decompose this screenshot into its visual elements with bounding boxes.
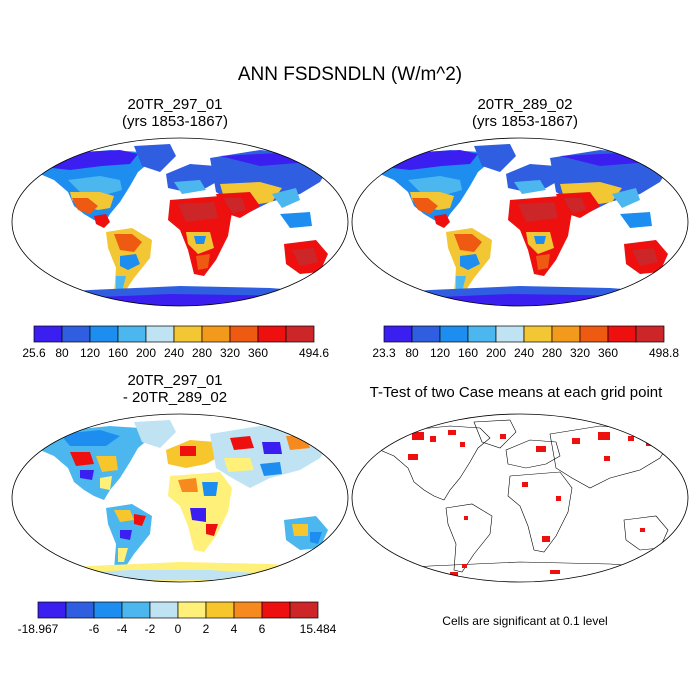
panel2-case-name: 20TR_289_02: [477, 96, 573, 113]
south-america-outline: [445, 503, 493, 573]
panel3-case-a: 20TR_297_01: [127, 372, 223, 389]
colorbar-2-label: 240: [514, 346, 534, 360]
colorbar-2-box: [411, 325, 441, 343]
antarctica-outline: [352, 561, 688, 573]
panel1-years: (yrs 1853-1867): [122, 113, 228, 130]
colorbar-3-label: 2: [203, 622, 210, 636]
colorbar-2-box: [467, 325, 497, 343]
colorbar-3-label: 15.484: [300, 622, 337, 636]
colorbar-3-box: [233, 601, 263, 619]
colorbar-3-box: [261, 601, 291, 619]
colorbar-2-box: [523, 325, 553, 343]
colorbar-1-label: 80: [55, 346, 69, 360]
panel3-title: 20TR_297_01 - 20TR_289_02: [40, 372, 310, 406]
colorbar-1-label: 240: [164, 346, 184, 360]
significance-note: Cells are significant at 0.1 level: [442, 614, 608, 628]
panel2-title: 20TR_289_02 (yrs 1853-1867): [390, 96, 660, 130]
asia-landmass: [210, 426, 330, 488]
colorbar-2-label: 160: [458, 346, 478, 360]
map-panel-1: [11, 137, 349, 307]
north-america-landmass: [40, 426, 150, 500]
colorbar-1-box: [33, 325, 63, 343]
colorbar-2-box: [383, 325, 413, 343]
panel1-case-name: 20TR_297_01: [127, 96, 223, 113]
colorbar-2-label: 200: [486, 346, 506, 360]
colorbar-3-box: [149, 601, 179, 619]
panel2-years: (yrs 1853-1867): [472, 113, 578, 130]
colorbar-3-label: -6: [89, 622, 100, 636]
colorbar-2-label: 120: [430, 346, 450, 360]
colorbar-1-box: [257, 325, 287, 343]
australia-outline: [623, 515, 669, 551]
colorbar-1-label: 280: [192, 346, 212, 360]
europe-outline: [505, 439, 561, 469]
colorbar-2-box: [495, 325, 525, 343]
colorbar-2-box: [439, 325, 469, 343]
colorbar-1-box: [173, 325, 203, 343]
map-panel-3: [11, 413, 349, 583]
greenland-landmass: [134, 144, 176, 172]
north-america-outline: [379, 425, 491, 501]
colorbar-1-label: 320: [220, 346, 240, 360]
colorbar-1-box: [285, 325, 315, 343]
colorbar-2-label: 80: [405, 346, 419, 360]
map-panel-2: [351, 137, 689, 307]
africa-outline: [507, 471, 573, 553]
colorbar-1-box: [145, 325, 175, 343]
map-panel-4: [351, 413, 689, 583]
colorbar-3-label: -4: [117, 622, 128, 636]
colorbar-3-box: [177, 601, 207, 619]
panel1-title: 20TR_297_01 (yrs 1853-1867): [40, 96, 310, 130]
significant-cells: [408, 430, 654, 576]
colorbar-2-box: [635, 325, 665, 343]
colorbar-2-box: [607, 325, 637, 343]
colorbar-2-box: [551, 325, 581, 343]
colorbar-1-label: 160: [108, 346, 128, 360]
colorbar-2-box: [579, 325, 609, 343]
colorbar-3-box: [37, 601, 67, 619]
colorbar-1-box: [61, 325, 91, 343]
colorbar-3-box: [65, 601, 95, 619]
colorbar-3-label: -18.967: [18, 622, 59, 636]
colorbar-1-box: [117, 325, 147, 343]
colorbar-2-label: 320: [570, 346, 590, 360]
colorbar-2-label: 360: [598, 346, 618, 360]
greenland-landmass: [134, 420, 176, 448]
colorbar-3-label: 6: [259, 622, 266, 636]
colorbar-2-label: 498.8: [649, 346, 679, 360]
colorbar-1-label: 200: [136, 346, 156, 360]
colorbar-3-label: 4: [231, 622, 238, 636]
greenland-landmass: [474, 144, 516, 172]
colorbar-1-label: 120: [80, 346, 100, 360]
panel4-title: T-Test of two Case means at each grid po…: [369, 384, 663, 401]
colorbar-1: 25.6 80 120 160 200 240 280 320 360 494.6: [22, 325, 329, 360]
figure-title: ANN FSDSNDLN (W/m^2): [237, 64, 463, 85]
colorbar-1-box: [229, 325, 259, 343]
colorbar-1-label: 494.6: [299, 346, 329, 360]
colorbar-3-box: [205, 601, 235, 619]
colorbar-3-label: 0: [175, 622, 182, 636]
colorbar-3-box: [121, 601, 151, 619]
greenland-outline: [473, 419, 517, 449]
colorbar-3-box: [289, 601, 319, 619]
colorbar-1-label: 360: [248, 346, 268, 360]
colorbar-3-box: [93, 601, 123, 619]
colorbar-1-box: [201, 325, 231, 343]
colorbar-2-label: 23.3: [372, 346, 396, 360]
colorbar-3: -18.967 -6 -4 -2 0 2 4 6 15.484: [18, 601, 337, 636]
colorbar-2: 23.3 80 120 160 200 240 280 320 360 498.8: [372, 325, 679, 360]
colorbar-1-box: [89, 325, 119, 343]
colorbar-2-label: 280: [542, 346, 562, 360]
panel3-case-b: - 20TR_289_02: [122, 389, 228, 406]
colorbar-1-label: 25.6: [22, 346, 46, 360]
colorbar-3-label: -2: [145, 622, 156, 636]
